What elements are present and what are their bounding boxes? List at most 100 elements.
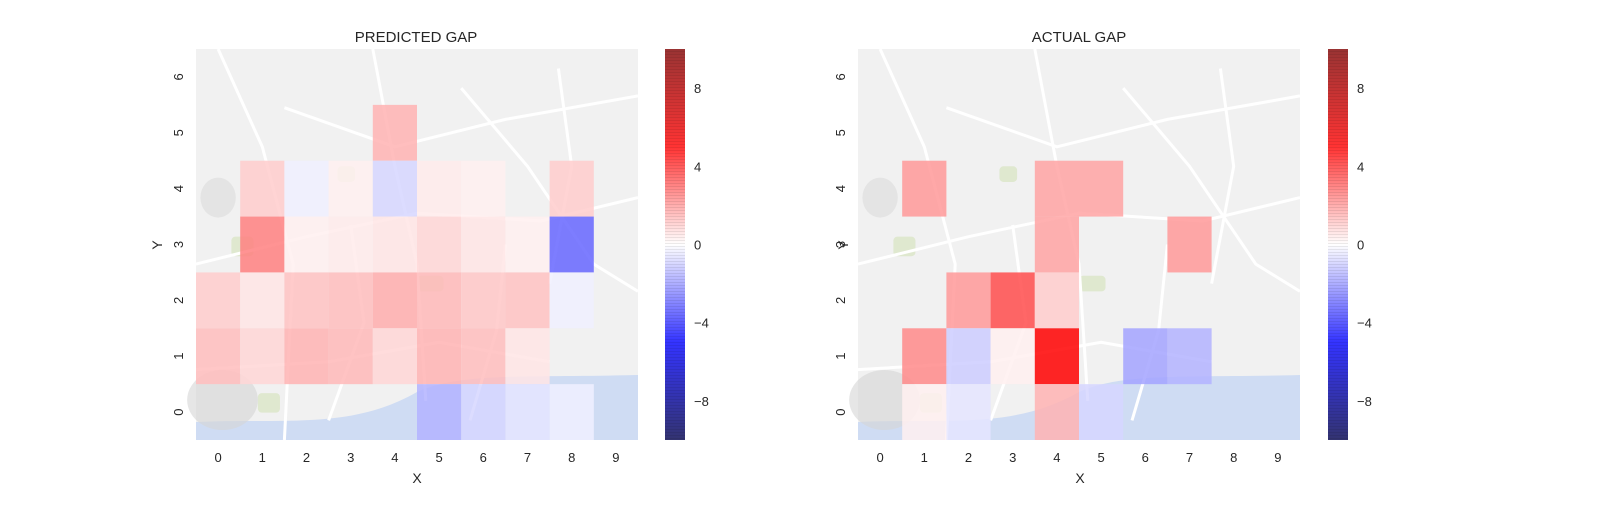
heatmap-cell [990, 272, 1035, 329]
x-tick-label: 1 [259, 450, 266, 465]
heatmap-cell [417, 328, 462, 385]
chart-title: ACTUAL GAP [1032, 29, 1126, 46]
map-park [999, 166, 1018, 182]
heatmap-cell [505, 328, 550, 385]
heatmap-cell [372, 160, 417, 217]
y-tick-labels: 0 1 2 3 4 5 6 [171, 73, 186, 415]
x-tick-label: 8 [1230, 450, 1237, 465]
heatmap-cell [372, 328, 417, 385]
heatmap-cell [1034, 384, 1079, 440]
heatmap-cell [372, 272, 417, 329]
y-axis-label: Y [835, 240, 851, 250]
heatmap-cell [946, 328, 991, 385]
map-road [1210, 68, 1236, 284]
heatmap-cell [549, 216, 594, 273]
heatmap-cell [461, 216, 506, 273]
colorbar-tick-labels: 8 4 0 −4 −8 [694, 81, 709, 409]
heatmap-cell [505, 384, 550, 440]
y-tick-label: 0 [171, 408, 186, 415]
heatmap-cell [946, 384, 991, 440]
x-tick-label: 9 [612, 450, 619, 465]
y-tick-label: 6 [171, 73, 186, 80]
heatmap-cell [328, 328, 373, 385]
colorbar-tick-label: 4 [1357, 159, 1364, 174]
x-tick-label: 5 [435, 450, 442, 465]
heatmap-cell [240, 160, 285, 217]
x-tick-label: 3 [1009, 450, 1016, 465]
x-tick-label: 0 [214, 450, 221, 465]
heatmap-cell [902, 160, 947, 217]
panel-actual-gap: ACTUAL GAP 0 1 2 3 4 5 6 7 8 9 0 1 2 3 4 5 6 X Y 8 4 0 −4 −… [833, 29, 1372, 486]
map-park [1079, 275, 1106, 292]
y-tick-label: 3 [833, 241, 848, 248]
heatmap-cell [505, 216, 550, 273]
x-tick-label: 0 [876, 450, 883, 465]
heatmap-cells [902, 160, 1212, 440]
heatmap-cell [946, 272, 991, 329]
y-tick-label: 0 [833, 408, 848, 415]
colorbar-tick-label: 0 [694, 238, 701, 253]
heatmap-cell [549, 272, 594, 329]
y-tick-label: 2 [171, 297, 186, 304]
heatmap-cell [1079, 160, 1124, 217]
heatmap-cell [240, 272, 285, 329]
map-terrain [862, 177, 898, 218]
x-tick-labels: 0 1 2 3 4 5 6 7 8 9 [876, 450, 1281, 465]
x-tick-label: 2 [965, 450, 972, 465]
heatmap-cell [196, 328, 241, 385]
x-tick-label: 9 [1274, 450, 1281, 465]
heatmap-cell [284, 160, 329, 217]
y-tick-label: 3 [171, 241, 186, 248]
heatmap-cell [1123, 328, 1168, 385]
x-tick-label: 8 [568, 450, 575, 465]
colorbar-tick-label: 0 [1357, 238, 1364, 253]
colorbar-tick-label: −4 [694, 316, 709, 331]
heatmap-cell [240, 328, 285, 385]
heatmap-cell [196, 272, 241, 329]
colorbar-tick-label: −8 [1357, 394, 1372, 409]
map-terrain [187, 370, 258, 430]
colorbar-tick-label: 8 [694, 81, 701, 96]
heatmap-cell [1167, 216, 1212, 273]
colorbar: 8 4 0 −4 −8 [1328, 49, 1372, 440]
heatmap-cell [902, 384, 947, 440]
colorbar-tick-label: −8 [694, 394, 709, 409]
heatmap-cell [328, 216, 373, 273]
heatmap-cell [372, 216, 417, 273]
heatmap-cell [417, 160, 462, 217]
heatmap-cell [284, 328, 329, 385]
heatmap-cell [240, 216, 285, 273]
heatmap-cell [1079, 384, 1124, 440]
chart-title: PREDICTED GAP [355, 29, 478, 46]
x-axis-label: X [1075, 470, 1085, 486]
x-axis-label: X [412, 470, 422, 486]
colorbar-stripes [665, 49, 685, 440]
heatmap-cell [417, 384, 462, 440]
x-tick-label: 6 [1142, 450, 1149, 465]
x-tick-label: 2 [303, 450, 310, 465]
heatmap-cell [461, 160, 506, 217]
x-tick-label: 1 [921, 450, 928, 465]
colorbar-tick-label: 4 [694, 159, 701, 174]
heatmap-cell [549, 384, 594, 440]
colorbar-stripes [1328, 49, 1348, 440]
map-road [283, 94, 639, 149]
x-tick-label: 6 [480, 450, 487, 465]
heatmap-cell [549, 160, 594, 217]
heatmap-cell [902, 328, 947, 385]
colorbar: 8 4 0 −4 −8 [665, 49, 709, 440]
heatmap-cell [505, 272, 550, 329]
heatmap-cell [372, 104, 417, 161]
heatmap-cell [990, 328, 1035, 385]
y-tick-label: 6 [833, 73, 848, 80]
x-tick-label: 3 [347, 450, 354, 465]
map-road [1122, 87, 1301, 293]
x-tick-label: 7 [1186, 450, 1193, 465]
y-tick-label: 5 [833, 129, 848, 136]
heatmap-cell [284, 216, 329, 273]
y-axis-label: Y [149, 240, 165, 250]
colorbar-tick-label: 8 [1357, 81, 1364, 96]
